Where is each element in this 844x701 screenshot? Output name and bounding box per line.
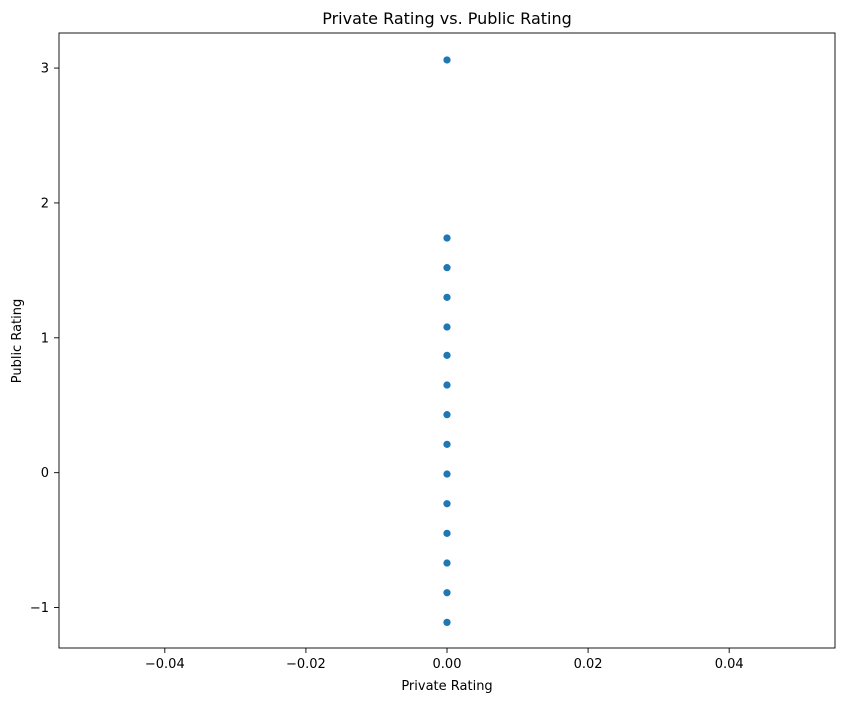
x-tick-label: 0.04 [715, 657, 744, 672]
x-axis-label: Private Rating [401, 679, 492, 694]
x-tick-label: −0.04 [145, 657, 185, 672]
data-point [442, 528, 452, 538]
data-point [442, 588, 452, 598]
data-point [442, 292, 452, 302]
data-point [442, 499, 452, 509]
y-tick-label: 2 [41, 196, 49, 211]
y-tick-label: 1 [41, 331, 49, 346]
data-point [442, 439, 452, 449]
data-point [442, 263, 452, 273]
x-tick-label: 0.00 [433, 657, 462, 672]
data-point [442, 380, 452, 390]
plot-frame [58, 32, 836, 649]
chart-title: Private Rating vs. Public Rating [322, 9, 572, 28]
y-tick-label: 0 [41, 466, 49, 481]
y-tick-label: 3 [41, 62, 49, 77]
data-point [442, 55, 452, 65]
y-axis: −1 0 1 2 3 [30, 62, 59, 616]
data-point [442, 469, 452, 479]
data-point [442, 558, 452, 568]
x-tick-label: 0.02 [574, 657, 603, 672]
data-point [442, 233, 452, 243]
data-point [442, 410, 452, 420]
y-tick-label: −1 [30, 601, 49, 616]
x-axis: −0.04 −0.02 0.00 0.02 0.04 [145, 648, 744, 672]
y-axis-label: Public Rating [10, 299, 25, 384]
plot-area [442, 55, 452, 627]
x-tick-label: −0.02 [286, 657, 326, 672]
data-point [442, 618, 452, 627]
data-point [442, 350, 452, 360]
data-point [442, 322, 452, 332]
